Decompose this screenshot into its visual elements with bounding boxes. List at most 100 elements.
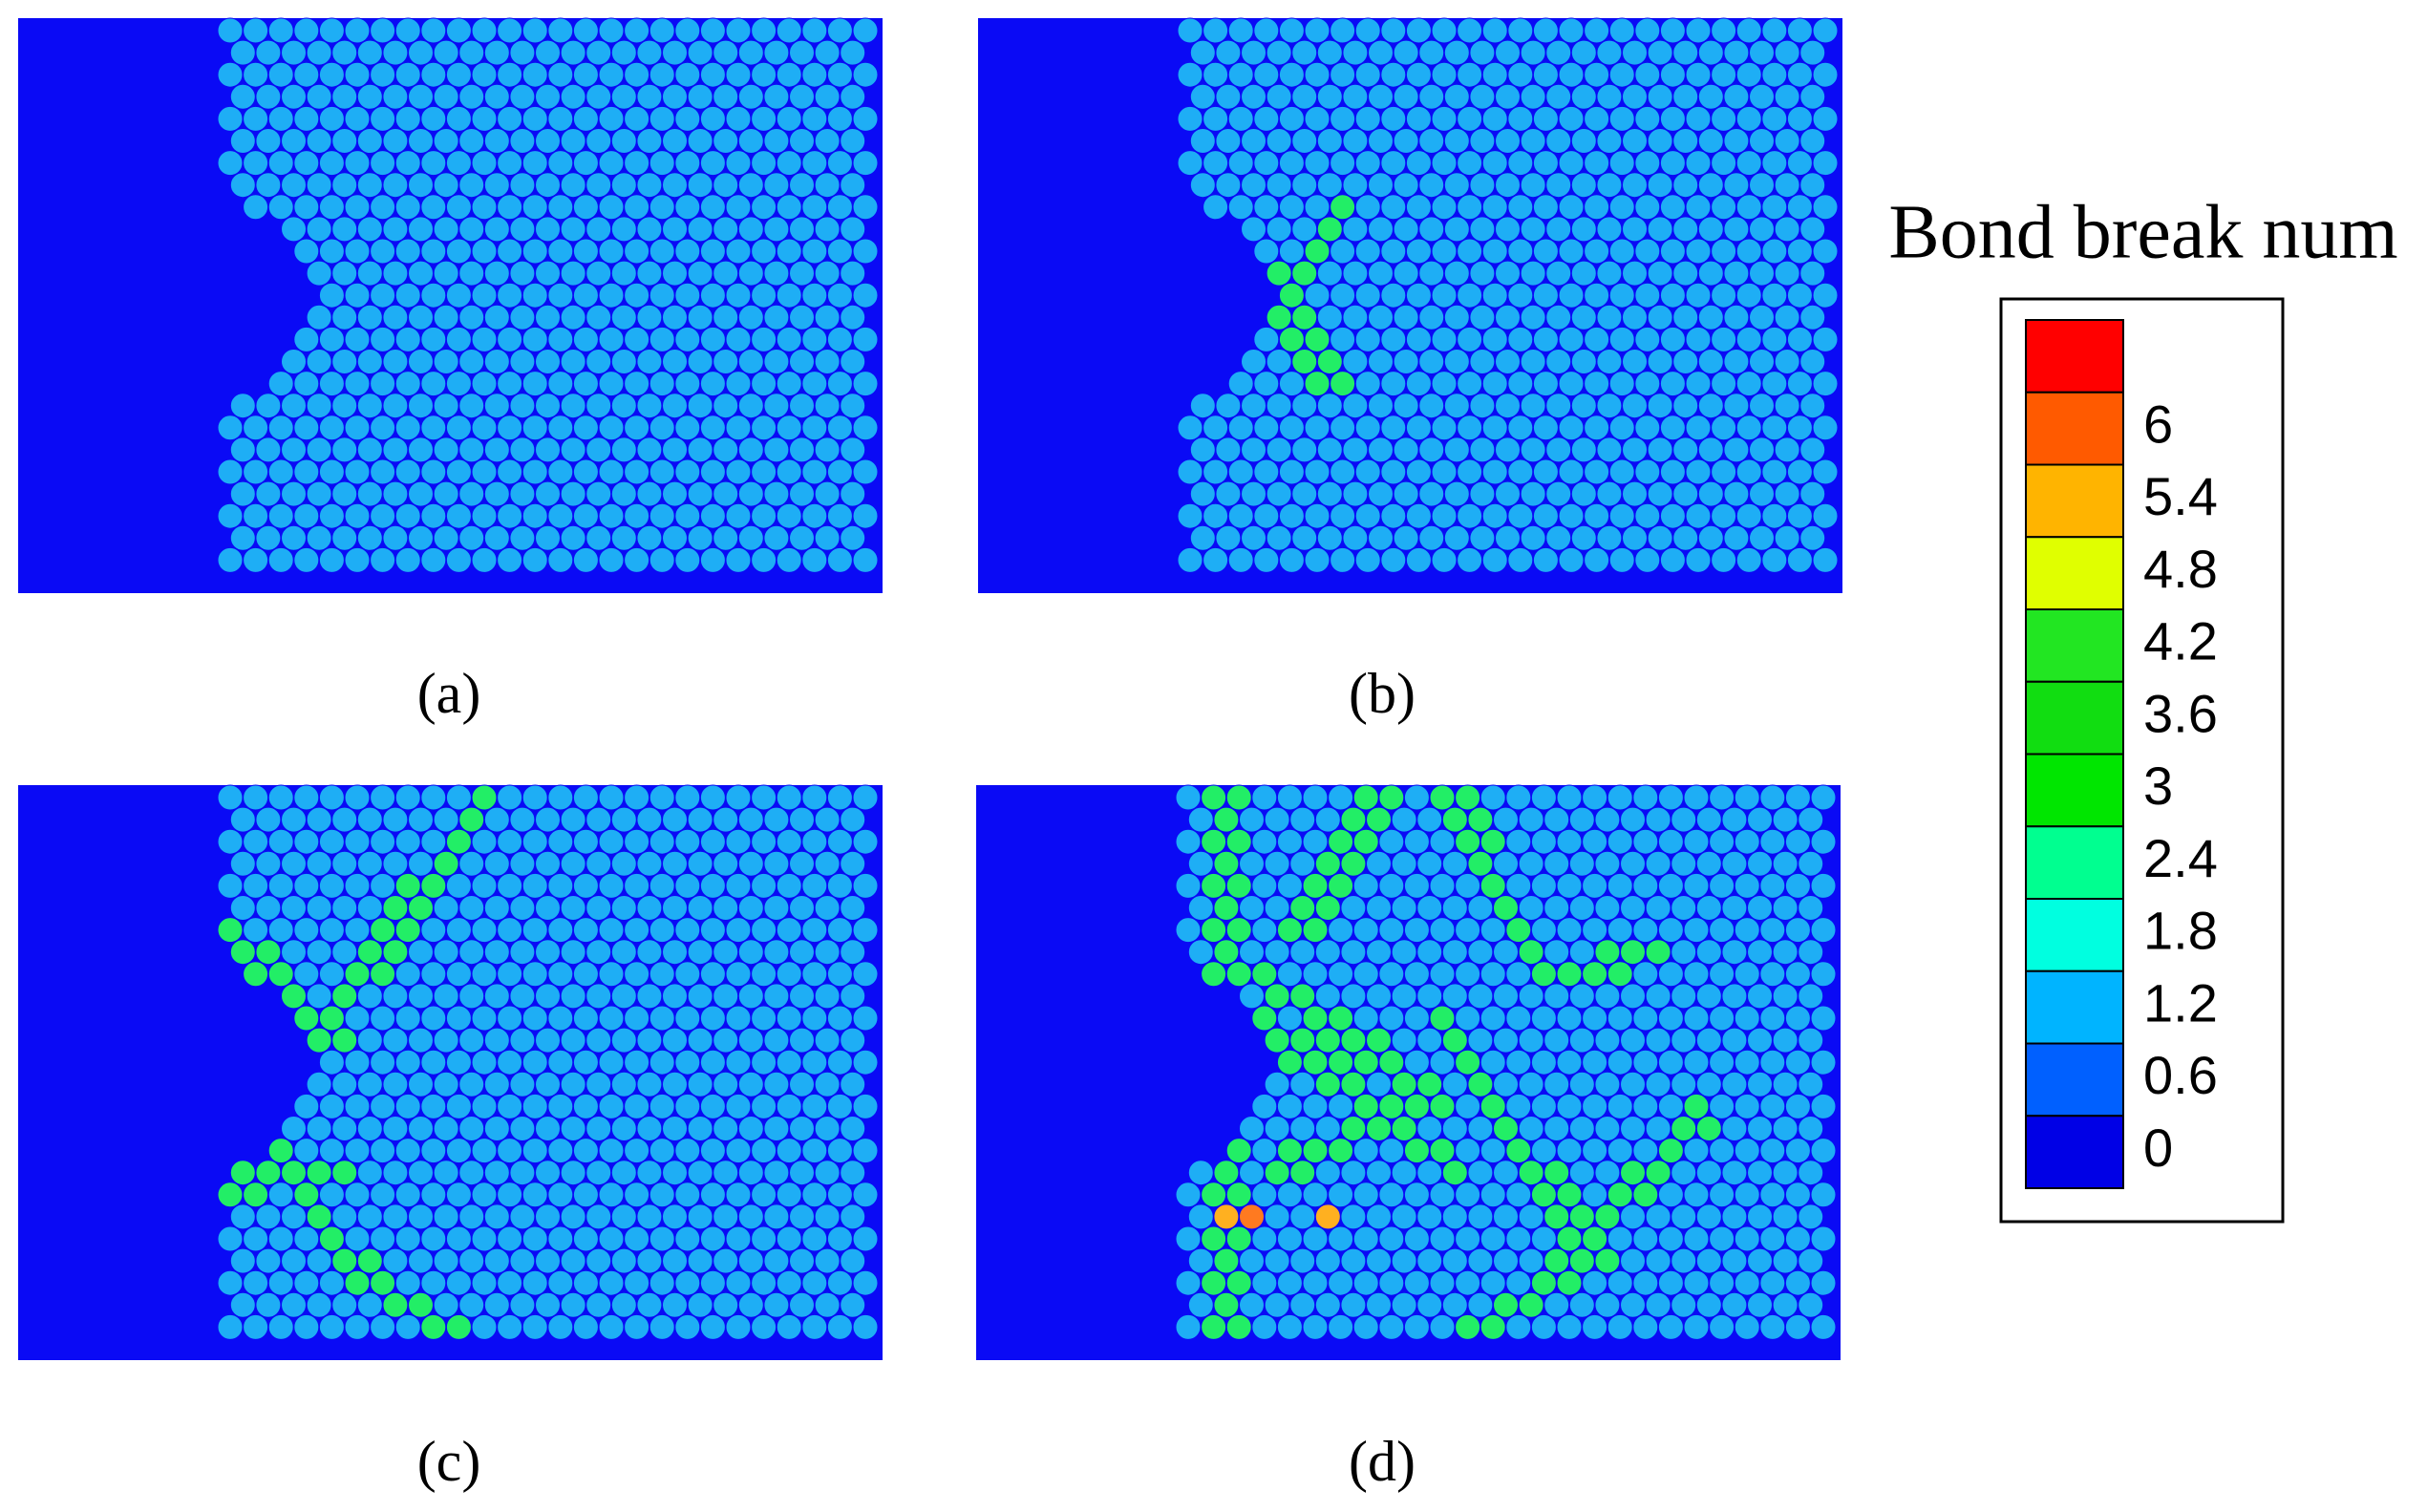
particle bbox=[649, 502, 675, 529]
particle bbox=[1622, 260, 1648, 287]
particle bbox=[1784, 1182, 1811, 1208]
particle bbox=[1203, 502, 1229, 529]
particle bbox=[483, 128, 510, 154]
particle bbox=[509, 216, 536, 243]
particle bbox=[624, 961, 650, 988]
particle bbox=[1695, 895, 1722, 921]
particle bbox=[1697, 480, 1724, 507]
particle bbox=[547, 546, 574, 573]
particle bbox=[394, 1138, 421, 1164]
particle bbox=[1784, 961, 1811, 988]
particle bbox=[1532, 105, 1559, 132]
particle bbox=[1507, 458, 1534, 485]
colorbar-title: Bond break num bbox=[1888, 190, 2397, 274]
particle bbox=[267, 371, 294, 397]
particle bbox=[1203, 415, 1229, 441]
particle bbox=[1480, 1182, 1506, 1208]
particle bbox=[1772, 1160, 1799, 1186]
particle bbox=[1709, 1225, 1735, 1252]
particle bbox=[394, 1269, 421, 1296]
particle bbox=[763, 216, 790, 243]
particle bbox=[1695, 1291, 1722, 1318]
particle bbox=[1304, 415, 1331, 441]
particle bbox=[1368, 393, 1394, 419]
particle bbox=[763, 1071, 790, 1097]
particle bbox=[585, 1247, 612, 1274]
particle bbox=[737, 939, 764, 966]
particle bbox=[483, 983, 510, 1010]
particle bbox=[1518, 1291, 1544, 1318]
particle bbox=[1505, 1225, 1532, 1252]
particle bbox=[1418, 260, 1445, 287]
particle bbox=[1711, 502, 1737, 529]
particle bbox=[1596, 304, 1623, 330]
particle bbox=[1175, 828, 1202, 855]
particle bbox=[1239, 806, 1265, 833]
particle bbox=[1545, 524, 1572, 551]
particle bbox=[1443, 260, 1470, 287]
colorbar-segment bbox=[2025, 608, 2124, 683]
particle bbox=[840, 1116, 866, 1141]
particle bbox=[1455, 961, 1481, 988]
particle bbox=[497, 458, 523, 485]
particle bbox=[483, 216, 510, 243]
particle bbox=[420, 1049, 447, 1075]
particle bbox=[1632, 784, 1659, 811]
particle bbox=[509, 393, 536, 419]
particle bbox=[649, 1093, 675, 1119]
particle bbox=[1695, 1247, 1722, 1274]
particle bbox=[737, 1116, 764, 1141]
particle bbox=[814, 524, 841, 551]
particle bbox=[610, 39, 637, 66]
colorbar-tick-label: 0 bbox=[2143, 1118, 2173, 1178]
particle bbox=[1723, 304, 1750, 330]
particle bbox=[1683, 961, 1710, 988]
particle bbox=[344, 458, 371, 485]
particle bbox=[281, 895, 307, 921]
particle bbox=[1253, 502, 1280, 529]
particle bbox=[1570, 480, 1597, 507]
particle bbox=[1747, 850, 1773, 877]
particle bbox=[1632, 828, 1659, 855]
particle bbox=[840, 437, 866, 463]
particle bbox=[1342, 480, 1369, 507]
particle bbox=[420, 1138, 447, 1164]
particle bbox=[1657, 1225, 1684, 1252]
particle bbox=[1302, 1138, 1329, 1164]
particle bbox=[370, 105, 396, 132]
particle bbox=[776, 828, 802, 855]
particle bbox=[776, 1138, 802, 1164]
particle bbox=[1558, 502, 1585, 529]
particle bbox=[687, 524, 713, 551]
particle bbox=[1431, 194, 1458, 221]
particle bbox=[522, 1005, 548, 1032]
particle bbox=[1175, 1269, 1202, 1296]
particle bbox=[1685, 282, 1712, 309]
particle bbox=[1457, 502, 1483, 529]
particle bbox=[624, 282, 650, 309]
particle bbox=[687, 1291, 713, 1318]
particle bbox=[1608, 502, 1635, 529]
particle bbox=[1330, 326, 1356, 352]
particle bbox=[1786, 61, 1813, 88]
particle bbox=[674, 1313, 701, 1340]
particle bbox=[331, 983, 358, 1010]
particle bbox=[1467, 1291, 1494, 1318]
particle bbox=[598, 1093, 625, 1119]
particle bbox=[814, 437, 841, 463]
particle bbox=[1481, 326, 1508, 352]
particle bbox=[1251, 872, 1278, 899]
particle bbox=[1429, 1182, 1456, 1208]
particle bbox=[763, 39, 790, 66]
particle bbox=[1187, 895, 1214, 921]
particle bbox=[776, 371, 802, 397]
particle bbox=[649, 1138, 675, 1164]
particle bbox=[725, 282, 752, 309]
particle bbox=[344, 1225, 371, 1252]
particle bbox=[267, 546, 294, 573]
particle bbox=[1556, 917, 1583, 944]
particle bbox=[1291, 216, 1318, 243]
particle bbox=[420, 415, 447, 441]
particle bbox=[1582, 1093, 1608, 1119]
particle bbox=[1457, 105, 1483, 132]
